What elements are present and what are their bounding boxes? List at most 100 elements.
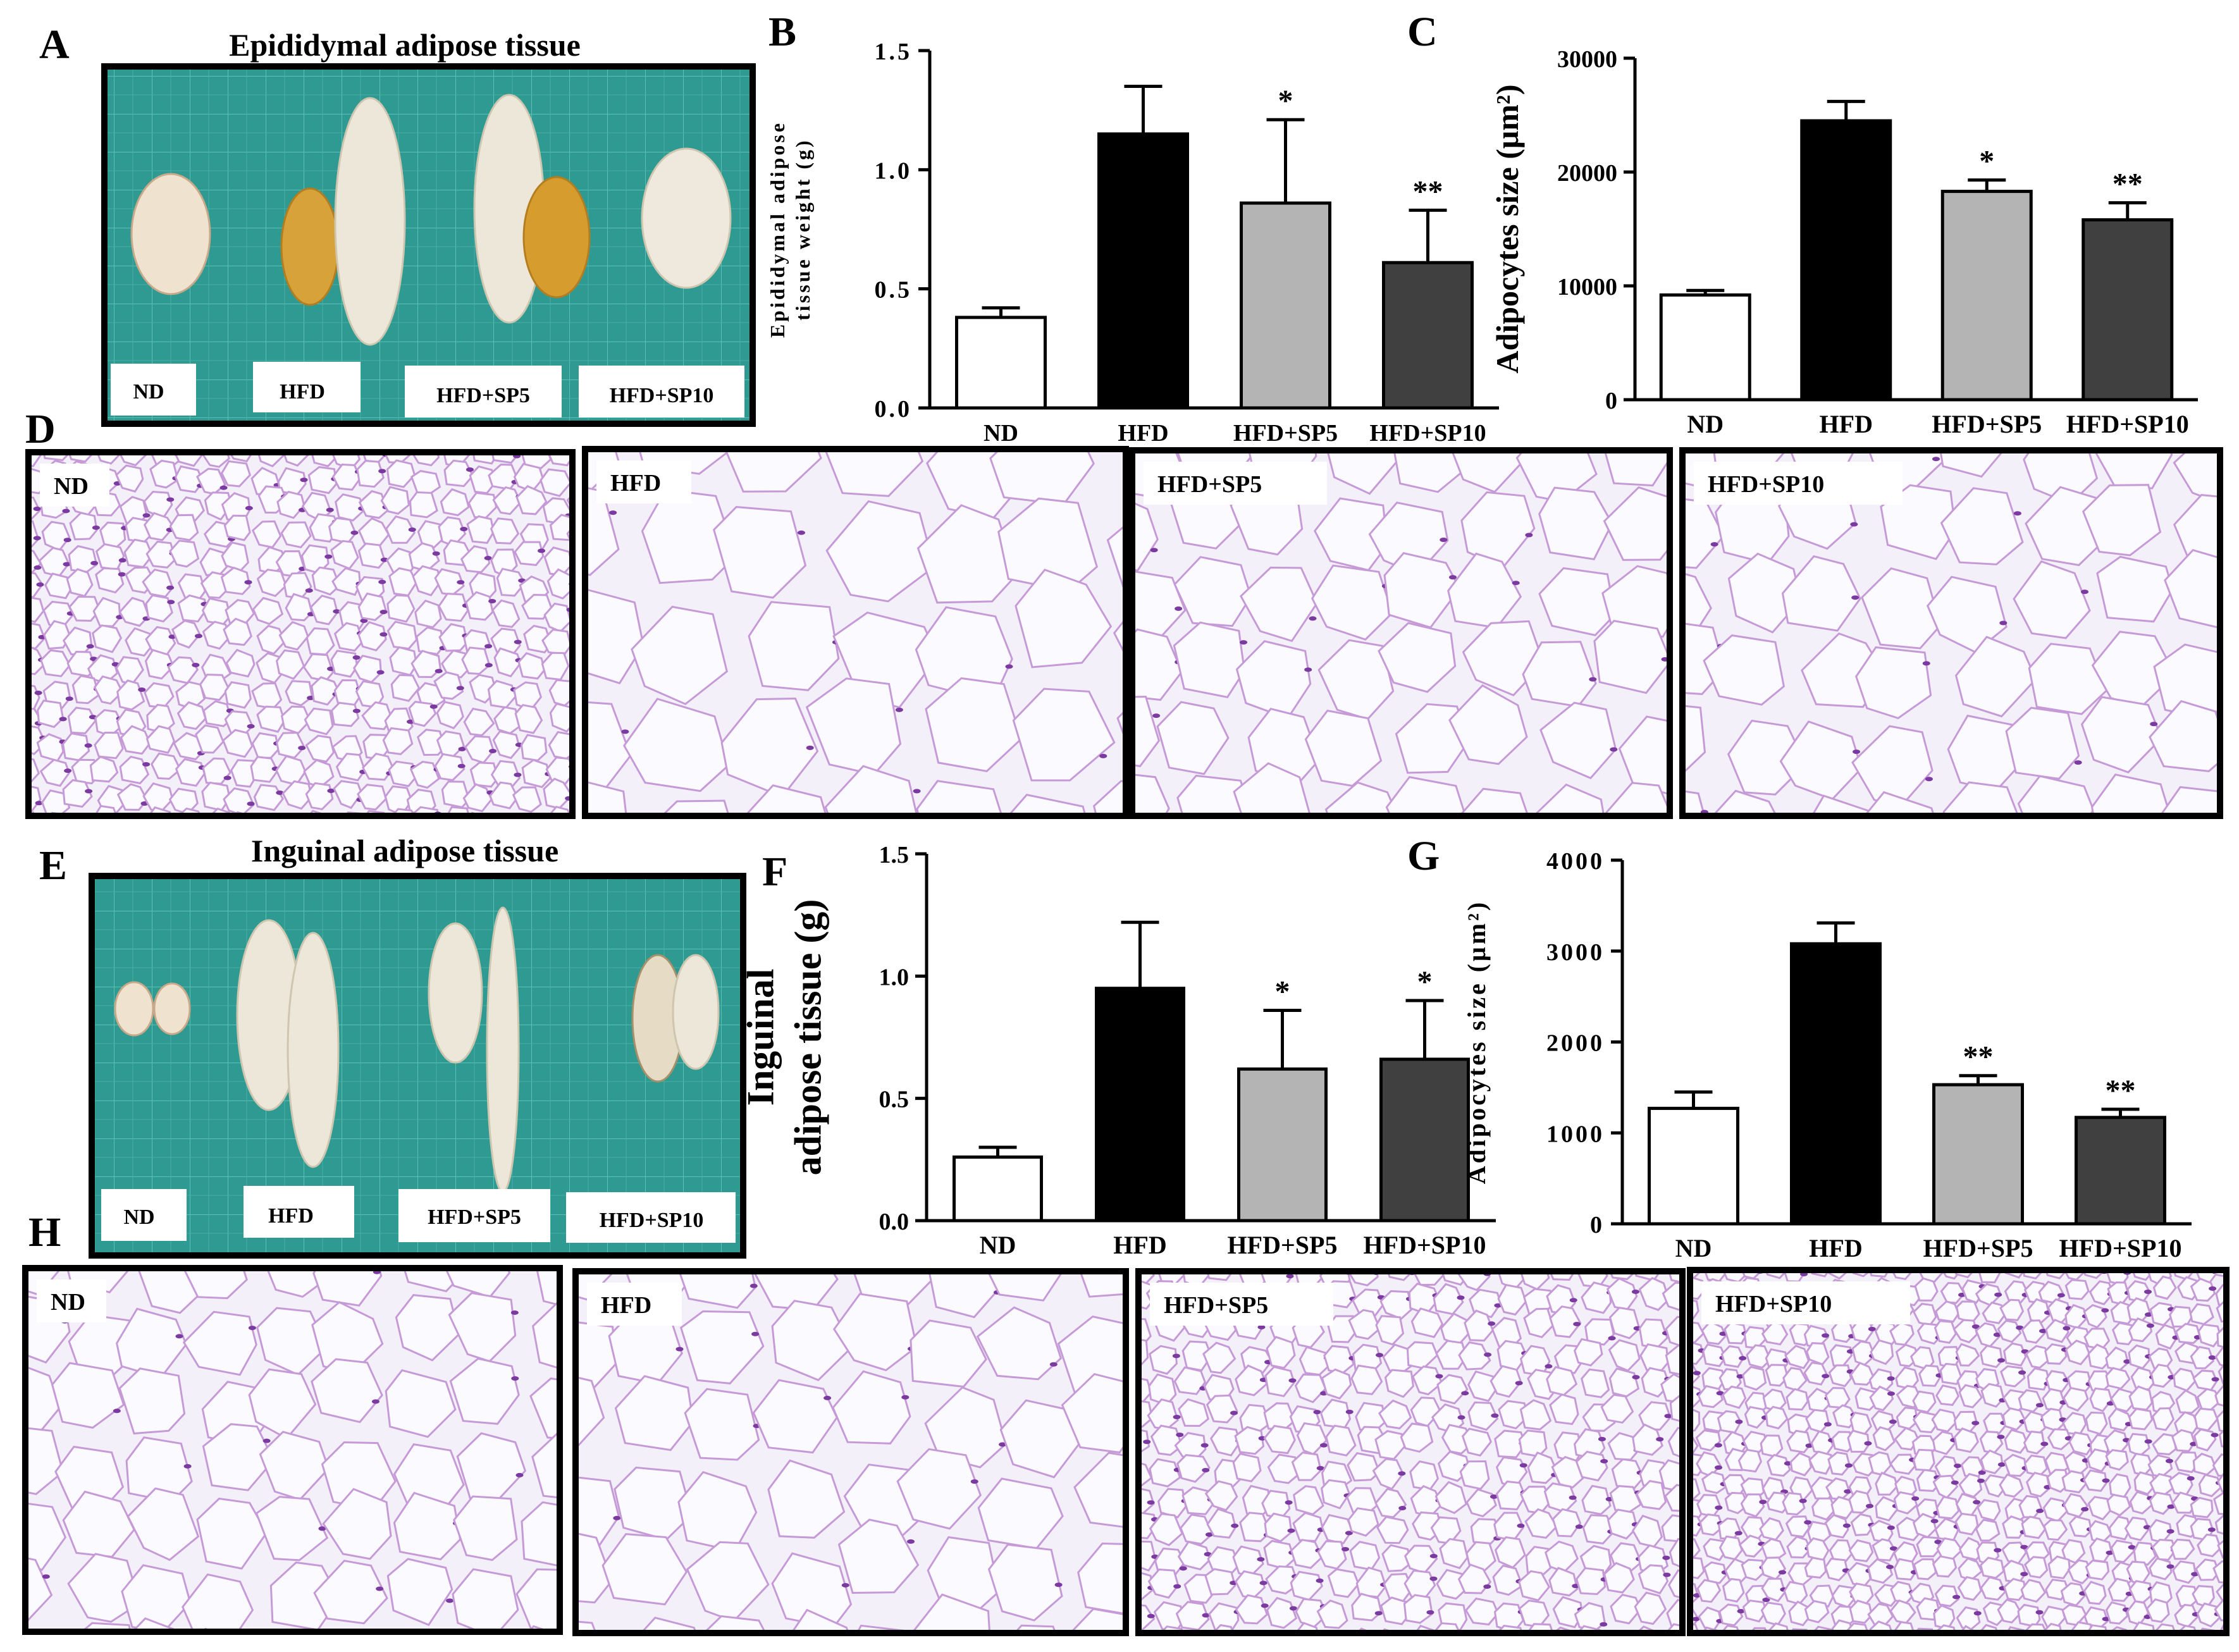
chart-b-ytick-label: 0.0 <box>875 396 913 422</box>
chart-f-bar-2 <box>1095 987 1185 1223</box>
photo-e-label-sp10: HFD+SP10 <box>600 1209 704 1232</box>
chart-f-category-label: HFD+SP5 <box>1228 1231 1338 1259</box>
histology-image-d-2: HFD <box>582 446 1129 819</box>
chart-b-ytick-label: 1.5 <box>875 39 913 65</box>
chart-g-significance: ** <box>2106 1074 2136 1107</box>
chart-b: 0.0 0.5 1.0 1.5 ND HFD * HFD+SP5 ** HFD+SP10 Epidi… <box>766 39 1499 447</box>
histology-label-h-2: HFD <box>601 1292 651 1319</box>
histology-image-d-4: HFD+SP10 <box>1679 447 2223 819</box>
panel-letter-a: A <box>39 22 70 68</box>
panel-letter-f: F <box>762 849 787 895</box>
photo-e-label-sp5: HFD+SP5 <box>428 1205 521 1229</box>
chart-c-bar-3 <box>1940 190 2033 402</box>
chart-f-ylabel: adipose tissue (g) <box>787 899 829 1176</box>
chart-f-ytick-label: 1.0 <box>879 964 910 990</box>
chart-b-category-label: HFD+SP5 <box>1233 420 1338 447</box>
photo-e-label-hfd: HFD <box>268 1204 314 1228</box>
histology-image-h-1: ND <box>22 1265 563 1635</box>
chart-b-bar-2 <box>1097 132 1189 410</box>
histology-image-h-3: HFD+SP5 <box>1135 1268 1686 1636</box>
chart-f-bar-3 <box>1237 1067 1328 1223</box>
photo-a-label-hfd: HFD <box>280 380 325 404</box>
chart-g-ytick-label: 0 <box>1590 1212 1605 1238</box>
chart-g-category-label: HFD <box>1809 1234 1862 1262</box>
chart-g-bar-4 <box>2075 1116 2166 1226</box>
chart-g-bar-3 <box>1932 1083 2024 1226</box>
chart-f-bar-1 <box>953 1155 1043 1223</box>
chart-c-ytick-label: 10000 <box>1557 274 1617 300</box>
histology-label-h-4: HFD+SP10 <box>1715 1291 1832 1317</box>
chart-c-ytick-label: 30000 <box>1557 46 1617 73</box>
chart-g-ytick-label: 2000 <box>1546 1030 1605 1057</box>
chart-b-ylabel: tissue weight (g) <box>791 138 814 320</box>
chart-c-category-label: HFD+SP5 <box>1932 410 2042 438</box>
chart-g-bar-2 <box>1790 942 1882 1226</box>
chart-b-bar-4 <box>1382 261 1474 410</box>
panel-letter-h: H <box>28 1209 61 1255</box>
photo-a-label-sp10: HFD+SP10 <box>610 384 714 407</box>
chart-f-ytick-label: 0.0 <box>879 1209 910 1235</box>
tissue-photo-a: ND HFD HFD+SP5 HFD+SP10 <box>101 63 756 427</box>
chart-b-category-label: HFD+SP10 <box>1369 420 1486 447</box>
chart-b-ytick-label: 1.0 <box>875 157 913 184</box>
histology-image-h-2: HFD <box>572 1268 1129 1636</box>
histology-label-d-4: HFD+SP10 <box>1708 471 1824 498</box>
photo-a-label-sp5: HFD+SP5 <box>436 384 530 407</box>
chart-c-category-label: ND <box>1687 410 1724 438</box>
chart-b-bar-1 <box>955 316 1047 410</box>
chart-f-category-label: HFD+SP10 <box>1364 1231 1486 1259</box>
chart-f-ylabel: Inguinal <box>740 969 782 1106</box>
panel-letter-b: B <box>768 9 796 55</box>
chart-f-ytick-label: 0.5 <box>879 1087 910 1113</box>
chart-b-significance: ** <box>1413 175 1443 208</box>
chart-c-bar-4 <box>2082 218 2174 402</box>
histology-label-h-3: HFD+SP5 <box>1164 1292 1268 1319</box>
chart-c-ytick-label: 0 <box>1605 388 1617 414</box>
chart-g-ytick-label: 3000 <box>1546 939 1605 966</box>
panel-letter-c: C <box>1407 9 1438 55</box>
chart-g-category-label: HFD+SP10 <box>2059 1234 2182 1262</box>
chart-g-significance: ** <box>1963 1040 1994 1074</box>
chart-c: 0 10000 20000 30000 ND HFD * HFD+SP5 ** HFD+SP10 A… <box>1490 46 2198 438</box>
chart-g-bar-1 <box>1648 1106 1739 1226</box>
histology-label-d-3: HFD+SP5 <box>1157 471 1262 498</box>
chart-c-significance: * <box>1979 145 1994 178</box>
histology-row-d: ND HFD HFD+SP5 HFD+SP10 <box>25 446 2223 819</box>
panel-letter-d: D <box>25 406 56 452</box>
chart-f-significance: * <box>1275 975 1290 1008</box>
chart-c-category-label: HFD+SP10 <box>2066 410 2189 438</box>
chart-c-significance: ** <box>2113 168 2143 201</box>
photo-title-a: Epididymal adipose tissue <box>229 27 581 63</box>
histology-image-d-3: HFD+SP5 <box>1129 447 1673 819</box>
chart-f-category-label: HFD <box>1113 1231 1166 1259</box>
tissue-photo-e: ND HFD HFD+SP5 HFD+SP10 <box>89 873 746 1259</box>
chart-g-ytick-label: 1000 <box>1546 1121 1605 1147</box>
panel-letter-e: E <box>39 842 67 889</box>
chart-b-category-label: HFD <box>1118 420 1168 447</box>
chart-f-category-label: ND <box>980 1231 1016 1259</box>
chart-g: 0 1000 2000 3000 4000 ND HFD ** HFD+SP5 ** HFD+SP1… <box>1462 848 2192 1262</box>
chart-f-significance: * <box>1417 965 1433 999</box>
chart-c-ytick-label: 20000 <box>1557 160 1617 187</box>
histology-label-h-1: ND <box>51 1289 85 1316</box>
chart-f-bar-4 <box>1379 1057 1470 1223</box>
photo-a-label-nd: ND <box>133 380 164 404</box>
chart-c-ylabel: Adipocytes size (μm²) <box>1490 84 1525 373</box>
chart-g-category-label: ND <box>1675 1234 1712 1262</box>
photo-title-e: Inguinal adipose tissue <box>251 833 558 868</box>
chart-f-ytick-label: 1.5 <box>879 842 910 868</box>
chart-b-ylabel: Epididymal adipose <box>766 121 789 338</box>
chart-c-bar-2 <box>1800 119 1892 402</box>
chart-f: 0.0 0.5 1.0 1.5 ND HFD * HFD+SP5 * HFD+SP10 Inguin… <box>740 842 1496 1259</box>
chart-g-ytick-label: 4000 <box>1546 848 1605 875</box>
chart-b-bar-3 <box>1240 201 1331 410</box>
histology-row-h: ND HFD HFD+SP5 HFD+SP10 <box>22 1265 2230 1636</box>
chart-g-category-label: HFD+SP5 <box>1923 1234 2033 1262</box>
chart-g-ylabel: Adipocytes size (μm²) <box>1462 900 1491 1185</box>
chart-b-significance: * <box>1278 84 1293 118</box>
chart-b-ytick-label: 0.5 <box>875 277 913 304</box>
histology-image-h-4: HFD+SP10 <box>1687 1267 2230 1636</box>
histology-image-d-1: ND <box>25 449 576 819</box>
photo-e-label-nd: ND <box>123 1205 154 1229</box>
